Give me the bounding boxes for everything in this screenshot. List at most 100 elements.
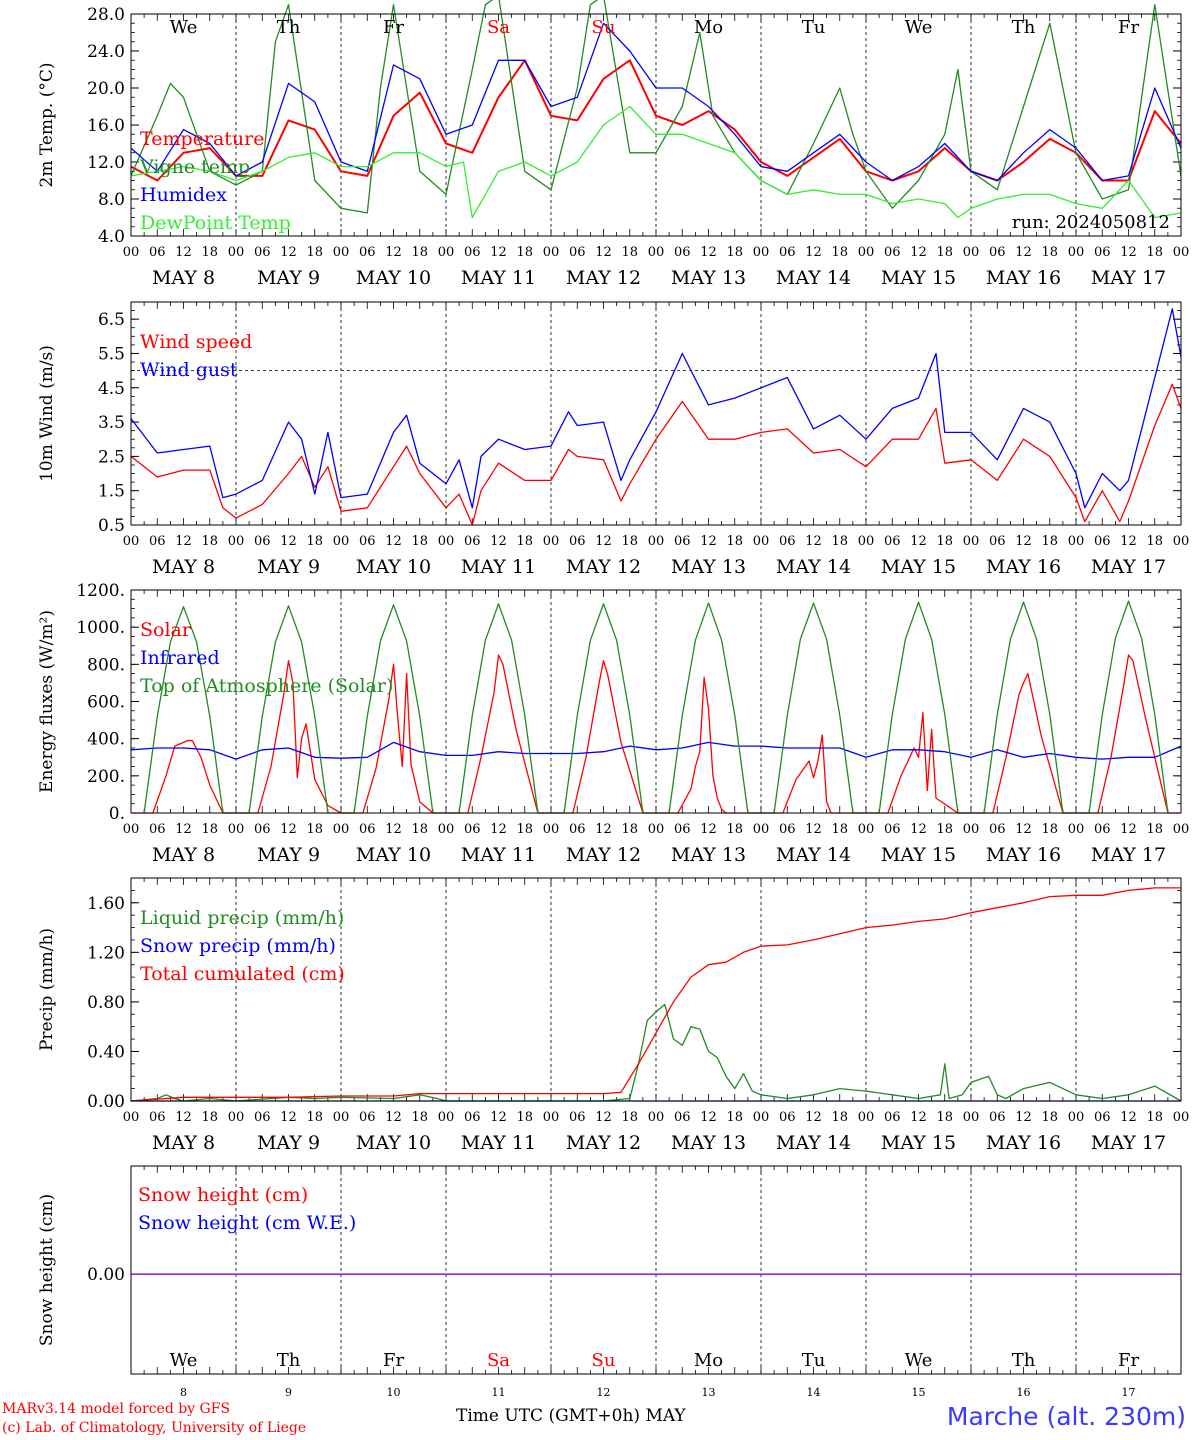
x-tick-label: 12 xyxy=(280,534,297,549)
y-tick-label: 800. xyxy=(87,655,125,675)
x-tick-label: 06 xyxy=(989,822,1006,837)
x-tick-label: 00 xyxy=(333,822,350,837)
x-tick-label: 18 xyxy=(1041,534,1058,549)
date-label: MAY 8 xyxy=(152,1132,215,1154)
x-tick-label: 18 xyxy=(1146,534,1163,549)
station-title: Marche (alt. 230m) xyxy=(946,1402,1186,1431)
x-tick-label: 18 xyxy=(516,534,533,549)
x-tick-label: 18 xyxy=(726,1110,743,1125)
x-tick-label: 00 xyxy=(648,534,665,549)
plot-frame-top xyxy=(130,301,1182,526)
x-tick-label: 00 xyxy=(333,1110,350,1125)
x-tick-label: 06 xyxy=(254,1110,271,1125)
x-tick-label: 18 xyxy=(201,534,218,549)
x-tick-label: 12 xyxy=(385,822,402,837)
y-tick-label: 1000. xyxy=(76,618,125,638)
y-tick-label: 400. xyxy=(87,730,125,750)
x-tick-label: 18 xyxy=(411,534,428,549)
x-tick-label: 12 xyxy=(805,822,822,837)
x-tick-label: 18 xyxy=(1041,245,1058,260)
model-line: MARv3.14 model forced by GFS xyxy=(2,1401,231,1417)
y-axis-title: Energy fluxes (W/m²) xyxy=(37,610,57,793)
y-tick-label: 5.5 xyxy=(98,344,125,364)
weekday-label: Th xyxy=(277,17,301,38)
legend-entry: Snow height (cm) xyxy=(138,1184,308,1206)
day-number: 14 xyxy=(807,1386,821,1399)
x-tick-label: 06 xyxy=(674,1110,691,1125)
x-tick-label: 06 xyxy=(149,245,166,260)
x-tick-label: 00 xyxy=(438,1110,455,1125)
x-tick-label: 00 xyxy=(1173,1110,1190,1125)
date-label: MAY 8 xyxy=(152,556,215,578)
x-tick-label: 06 xyxy=(149,534,166,549)
x-tick-label: 00 xyxy=(228,1110,245,1125)
legend-entry: Vigne temp xyxy=(139,156,250,178)
panel-5: 0.00 Snow height (cm) Snow height (cm) Snow… xyxy=(37,1165,1182,1399)
panel-4: 0.00 0.40 0.80 1.20 1.60 Precip (mm/h) Liquid … xyxy=(37,877,1190,1154)
x-tick-label: 18 xyxy=(201,822,218,837)
x-tick-label: 00 xyxy=(753,245,770,260)
date-label: MAY 14 xyxy=(776,267,851,289)
x-tick-label: 18 xyxy=(516,822,533,837)
x-tick-label: 12 xyxy=(910,534,927,549)
date-label: MAY 10 xyxy=(356,267,431,289)
x-tick-label: 12 xyxy=(1120,1110,1137,1125)
y-tick-label: 4.5 xyxy=(98,379,125,399)
y-tick-label: 28.0 xyxy=(87,5,125,25)
panel-1: 4.0 8.0 12.0 16.0 20.0 24.0 28.0 2m Temp. (°C) T… xyxy=(37,0,1189,289)
x-tick-label: 18 xyxy=(831,534,848,549)
x-tick-label: 06 xyxy=(989,534,1006,549)
y-tick-label: 0.00 xyxy=(87,1092,125,1112)
x-tick-label: 12 xyxy=(385,1110,402,1125)
x-tick-label: 12 xyxy=(805,534,822,549)
weekday-label: Sa xyxy=(487,17,510,38)
y-tick-label: 1200. xyxy=(76,581,125,601)
x-tick-label: 06 xyxy=(884,822,901,837)
series-line-liquid-precip-mm-h xyxy=(130,1003,1182,1102)
x-tick-label: 00 xyxy=(858,534,875,549)
x-tick-label: 18 xyxy=(621,245,638,260)
y-tick-label: 6.5 xyxy=(98,310,125,330)
series-line-wind-gust xyxy=(130,308,1182,509)
x-tick-label: 00 xyxy=(543,534,560,549)
legend-entry: Liquid precip (mm/h) xyxy=(140,907,344,929)
x-tick-label: 12 xyxy=(1120,245,1137,260)
x-tick-label: 12 xyxy=(595,245,612,260)
x-tick-label: 18 xyxy=(621,1110,638,1125)
x-tick-label: 18 xyxy=(726,245,743,260)
legend-entry: Wind speed xyxy=(140,331,252,353)
weekday-label: Fr xyxy=(383,1350,404,1371)
x-tick-label: 18 xyxy=(936,822,953,837)
x-tick-label: 06 xyxy=(1094,1110,1111,1125)
x-tick-label: 00 xyxy=(1068,245,1085,260)
x-tick-label: 06 xyxy=(569,1110,586,1125)
date-label: MAY 17 xyxy=(1091,844,1166,866)
credit-line: (c) Lab. of Climatology, University of L… xyxy=(2,1420,307,1436)
weekday-label: Th xyxy=(1012,17,1036,38)
x-tick-label: 00 xyxy=(123,245,140,260)
day-number: 13 xyxy=(702,1386,716,1399)
x-tick-label: 00 xyxy=(753,534,770,549)
date-label: MAY 11 xyxy=(461,844,536,866)
x-tick-label: 18 xyxy=(726,534,743,549)
x-tick-label: 12 xyxy=(1120,534,1137,549)
legend-entry: Wind gust xyxy=(140,359,238,381)
y-tick-label: 0.40 xyxy=(87,1042,125,1062)
date-label: MAY 14 xyxy=(776,1132,851,1154)
x-tick-label: 06 xyxy=(464,1110,481,1125)
x-tick-label: 12 xyxy=(700,534,717,549)
x-tick-label: 12 xyxy=(1120,822,1137,837)
x-tick-label: 00 xyxy=(123,1110,140,1125)
date-label: MAY 14 xyxy=(776,556,851,578)
weekday-label: Mo xyxy=(694,1350,723,1371)
legend-entry: Infrared xyxy=(140,647,220,669)
x-tick-label: 00 xyxy=(543,245,560,260)
legend-entry: Snow height (cm W.E.) xyxy=(138,1212,356,1234)
x-tick-label: 06 xyxy=(359,822,376,837)
plot-frame xyxy=(130,301,1182,526)
panel-3: 0. 200. 400. 600. 800. 1000. 1200. Energy fluxe… xyxy=(37,581,1189,866)
x-tick-label: 06 xyxy=(779,822,796,837)
date-label: MAY 9 xyxy=(257,1132,320,1154)
weekday-label: Su xyxy=(592,1350,616,1371)
